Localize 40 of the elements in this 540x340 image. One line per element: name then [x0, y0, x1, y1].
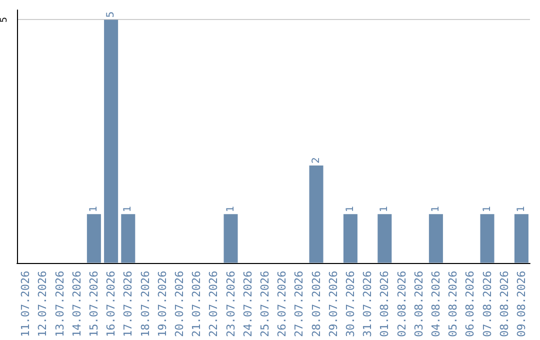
x-tick-label: 11.07.2026: [19, 270, 32, 338]
x-tick-label: 23.07.2026: [224, 270, 238, 338]
data-label: 1: [122, 206, 134, 212]
x-tick-label: 04.08.2026: [429, 270, 442, 338]
data-label: 1: [344, 206, 356, 212]
x-tick-label: 21.07.2026: [190, 270, 204, 338]
x-tick-label: 19.07.2026: [156, 270, 169, 338]
x-tick-label: 12.07.2026: [36, 270, 50, 338]
x-tick-label: 03.08.2026: [412, 270, 426, 338]
x-tick-label: 17.07.2026: [122, 270, 135, 338]
x-tick-label: 25.07.2026: [258, 270, 272, 338]
x-tick-label: 09.08.2026: [514, 270, 528, 338]
x-tick-label: 27.07.2026: [292, 270, 306, 338]
x-tick-label: 26.07.2026: [276, 270, 289, 338]
x-tick-label: 31.07.2026: [361, 270, 374, 338]
x-tick-label: 07.08.2026: [480, 270, 494, 338]
data-label: 1: [482, 206, 493, 212]
x-tick-label: 20.07.2026: [172, 270, 186, 338]
x-tick-label: 16.07.2026: [104, 270, 118, 338]
x-tick-label: 22.07.2026: [207, 270, 220, 338]
x-tick-label: 15.07.2026: [87, 270, 100, 338]
data-label: 1: [88, 206, 100, 212]
x-tick-label: 29.07.2026: [326, 270, 340, 338]
x-tick-label: 30.07.2026: [344, 270, 357, 338]
x-tick-label: 05.08.2026: [446, 270, 460, 338]
data-label: 2: [310, 157, 322, 164]
x-tick-label: 08.08.2026: [498, 270, 511, 338]
x-tick-label: 18.07.2026: [138, 270, 152, 338]
data-label: 1: [379, 206, 390, 212]
x-tick-label: 13.07.2026: [53, 270, 66, 338]
x-tick-label: 06.08.2026: [464, 270, 477, 338]
x-tick-label: 24.07.2026: [241, 270, 254, 338]
x-tick-label: 01.08.2026: [378, 270, 392, 338]
data-label: 5: [106, 11, 117, 18]
data-label: 1: [430, 206, 442, 212]
x-tick-label: 02.08.2026: [395, 270, 408, 338]
x-tick-label: 14.07.2026: [70, 270, 84, 338]
data-label: 1: [516, 206, 527, 212]
data-label: 1: [225, 206, 236, 212]
x-tick-label: 28.07.2026: [310, 270, 323, 338]
